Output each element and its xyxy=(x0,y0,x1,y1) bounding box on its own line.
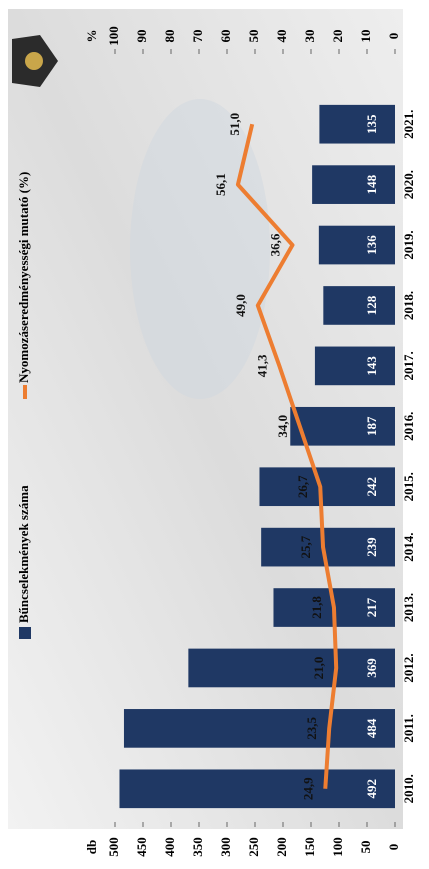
y-axis-label: db xyxy=(84,840,99,854)
bar xyxy=(123,709,396,748)
line-value-label: 49,0 xyxy=(233,294,248,317)
y2-tick-label: 100 xyxy=(106,26,121,46)
y2-tick-label: 90 xyxy=(134,30,149,43)
bar-value-label: 148 xyxy=(364,174,379,194)
x-tick-label: 2016. xyxy=(401,412,416,441)
line-value-label: 25,7 xyxy=(298,535,313,558)
bar-value-label: 484 xyxy=(364,718,379,738)
x-tick-label: 2014. xyxy=(401,533,416,562)
y-tick-label: 50 xyxy=(358,841,373,854)
bar-value-label: 136 xyxy=(364,235,379,255)
y-tick-label: 100 xyxy=(330,837,345,857)
bar-value-label: 143 xyxy=(364,356,379,376)
y2-tick-label: 20 xyxy=(330,30,345,43)
y-tick-label: 0 xyxy=(386,844,401,851)
y-tick-label: 350 xyxy=(190,837,205,857)
y2-tick-label: 50 xyxy=(246,30,261,43)
y2-tick-label: 10 xyxy=(358,30,373,43)
y2-tick-label: 40 xyxy=(274,30,289,43)
bar-value-label: 128 xyxy=(364,295,379,315)
y-tick-label: 150 xyxy=(302,837,317,857)
y-tick-label: 500 xyxy=(106,837,121,857)
bar-value-label: 135 xyxy=(364,114,379,134)
y-tick-label: 300 xyxy=(218,837,233,857)
bar xyxy=(323,286,396,325)
y-tick-label: 250 xyxy=(246,837,261,857)
bar xyxy=(318,225,395,265)
bar-value-label: 217 xyxy=(364,597,379,617)
x-tick-label: 2017. xyxy=(401,351,416,380)
x-tick-label: 2021. xyxy=(401,110,416,139)
y2-tick-label: 0 xyxy=(386,33,401,40)
y2-tick-label: 30 xyxy=(302,30,317,43)
line-value-label: 24,9 xyxy=(300,777,315,800)
x-tick-label: 2018. xyxy=(401,291,416,320)
line-value-label: 21,0 xyxy=(311,657,326,680)
legend-label: Bűncselekmények száma xyxy=(16,485,31,623)
police-badge xyxy=(12,35,58,87)
bar-value-label: 492 xyxy=(364,779,379,799)
y2-tick-label: 80 xyxy=(162,30,177,43)
legend-swatch xyxy=(19,627,31,639)
y2-tick-label: 60 xyxy=(218,30,233,43)
x-tick-label: 2011. xyxy=(401,714,416,743)
background-decoration xyxy=(130,99,270,399)
bar-value-label: 242 xyxy=(364,477,379,497)
bar xyxy=(319,104,395,144)
line-value-label: 51,0 xyxy=(227,113,242,136)
y2-axis-label: % xyxy=(84,30,99,43)
bar xyxy=(188,648,395,688)
line-value-label: 26,7 xyxy=(295,475,310,498)
bar xyxy=(290,406,395,446)
y2-tick-label: 70 xyxy=(190,30,205,43)
x-tick-label: 2020. xyxy=(401,170,416,199)
legend-label: Nyomozáseredményességi mutató (%) xyxy=(16,172,31,383)
x-tick-label: 2013. xyxy=(401,593,416,622)
line-value-label: 56,1 xyxy=(213,173,228,196)
bar-value-label: 187 xyxy=(364,416,379,436)
bar xyxy=(314,346,396,386)
x-tick-label: 2015. xyxy=(401,472,416,501)
y-tick-label: 400 xyxy=(162,837,177,857)
line-value-label: 41,3 xyxy=(254,354,269,377)
rotated-chart: db% 0 50 100 150 200 250 300 350 400 450 500 0 10 20 30… xyxy=(8,9,416,857)
line-value-label: 23,5 xyxy=(304,717,319,740)
y-tick-label: 450 xyxy=(134,837,149,857)
x-tick-label: 2010. xyxy=(401,774,416,803)
bar-value-label: 239 xyxy=(364,537,379,557)
line-value-label: 34,0 xyxy=(275,415,290,438)
bar-value-label: 369 xyxy=(364,658,379,678)
bar xyxy=(119,769,395,809)
bar xyxy=(259,467,396,507)
y-tick-label: 200 xyxy=(274,837,289,857)
x-tick-label: 2019. xyxy=(401,230,416,259)
line xyxy=(235,123,339,789)
line-value-label: 36,6 xyxy=(268,233,283,256)
bar xyxy=(312,165,395,204)
line-value-label: 21,8 xyxy=(309,596,324,619)
bar xyxy=(261,527,395,567)
x-tick-label: 2012. xyxy=(401,653,416,682)
